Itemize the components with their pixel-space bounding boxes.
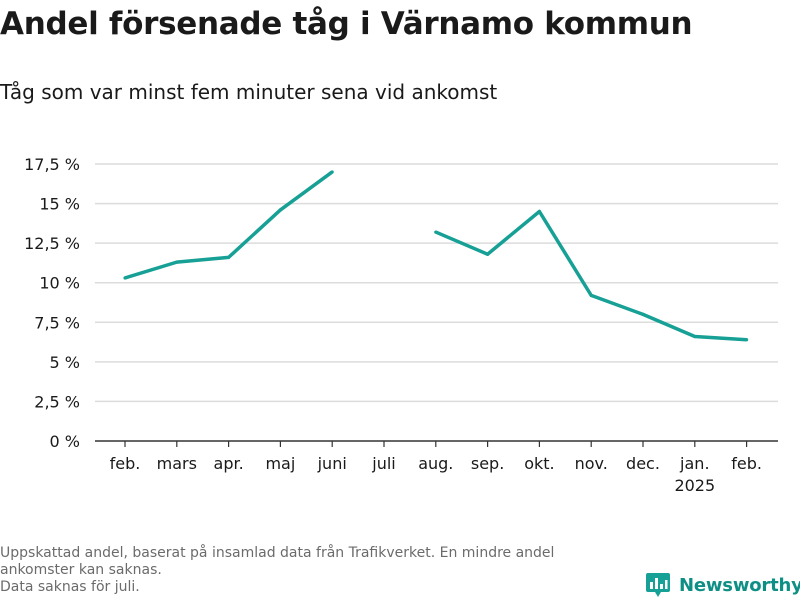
x-tick-label: sep. bbox=[471, 454, 504, 473]
gridlines bbox=[95, 163, 778, 403]
x-year-label: 2025 bbox=[674, 476, 715, 495]
y-axis-tick-labels: 0 % 2,5 % 5 % 7,5 % 10 % 12,5 % 15 % 17,5 % bbox=[24, 155, 80, 451]
y-tick-label: 12,5 % bbox=[24, 234, 80, 253]
data-point bbox=[227, 255, 231, 259]
data-point bbox=[278, 208, 282, 212]
x-tick-label: dec. bbox=[626, 454, 660, 473]
chart-title: Andel försenade tåg i Värnamo kommun bbox=[0, 6, 693, 42]
y-tick-label: 5 % bbox=[50, 353, 80, 372]
series-lines bbox=[123, 170, 749, 342]
y-tick-label: 0 % bbox=[50, 432, 80, 451]
brand-name: Newsworthy bbox=[679, 574, 800, 596]
x-tick-label: apr. bbox=[214, 454, 244, 473]
data-point bbox=[434, 230, 438, 234]
x-tick-label: jan. bbox=[679, 454, 709, 473]
series-line-segment bbox=[124, 170, 334, 280]
data-point bbox=[175, 260, 179, 264]
data-point bbox=[486, 252, 490, 256]
data-point bbox=[693, 334, 697, 339]
x-tick-label: juli bbox=[371, 454, 395, 473]
data-point bbox=[745, 338, 749, 342]
y-tick-label: 17,5 % bbox=[24, 155, 80, 174]
x-tick-label: aug. bbox=[418, 454, 453, 473]
y-tick-label: 7,5 % bbox=[34, 313, 80, 332]
data-point bbox=[537, 209, 542, 214]
footnote-line: Data saknas för juli. bbox=[0, 579, 140, 595]
footnote-line: Uppskattad andel, baserat på insamlad da… bbox=[0, 545, 555, 561]
x-axis-tick-labels: feb. mars apr. maj juni juli aug. sep. okt. nov. d… bbox=[110, 454, 762, 495]
y-tick-label: 2,5 % bbox=[34, 392, 80, 411]
data-point bbox=[589, 293, 593, 297]
data-point bbox=[123, 276, 127, 280]
x-tick-label: mars bbox=[157, 454, 197, 473]
y-tick-label: 10 % bbox=[39, 274, 80, 293]
line-chart: 0 % 2,5 % 5 % 7,5 % 10 % 12,5 % 15 % 17,5 % feb… bbox=[24, 155, 778, 495]
newsworthy-logo-icon bbox=[646, 573, 670, 597]
data-point bbox=[641, 312, 645, 316]
x-tick-label: juni bbox=[317, 454, 347, 473]
x-tick-label: feb. bbox=[731, 454, 762, 473]
x-tick-label: okt. bbox=[524, 454, 554, 473]
series-line-segment bbox=[435, 209, 747, 342]
y-tick-label: 15 % bbox=[39, 195, 80, 214]
x-tick-label: maj bbox=[265, 454, 295, 473]
chart-subtitle: Tåg som var minst fem minuter sena vid a… bbox=[0, 80, 498, 104]
brand-logo: Newsworthy bbox=[645, 570, 800, 600]
x-tick-label: nov. bbox=[575, 454, 608, 473]
footnote-line: ankomster kan saknas. bbox=[0, 562, 162, 578]
footnote: Uppskattad andel, baserat på insamlad da… bbox=[0, 545, 640, 596]
x-axis bbox=[95, 440, 778, 447]
x-tick-label: feb. bbox=[110, 454, 141, 473]
data-point bbox=[330, 170, 334, 174]
